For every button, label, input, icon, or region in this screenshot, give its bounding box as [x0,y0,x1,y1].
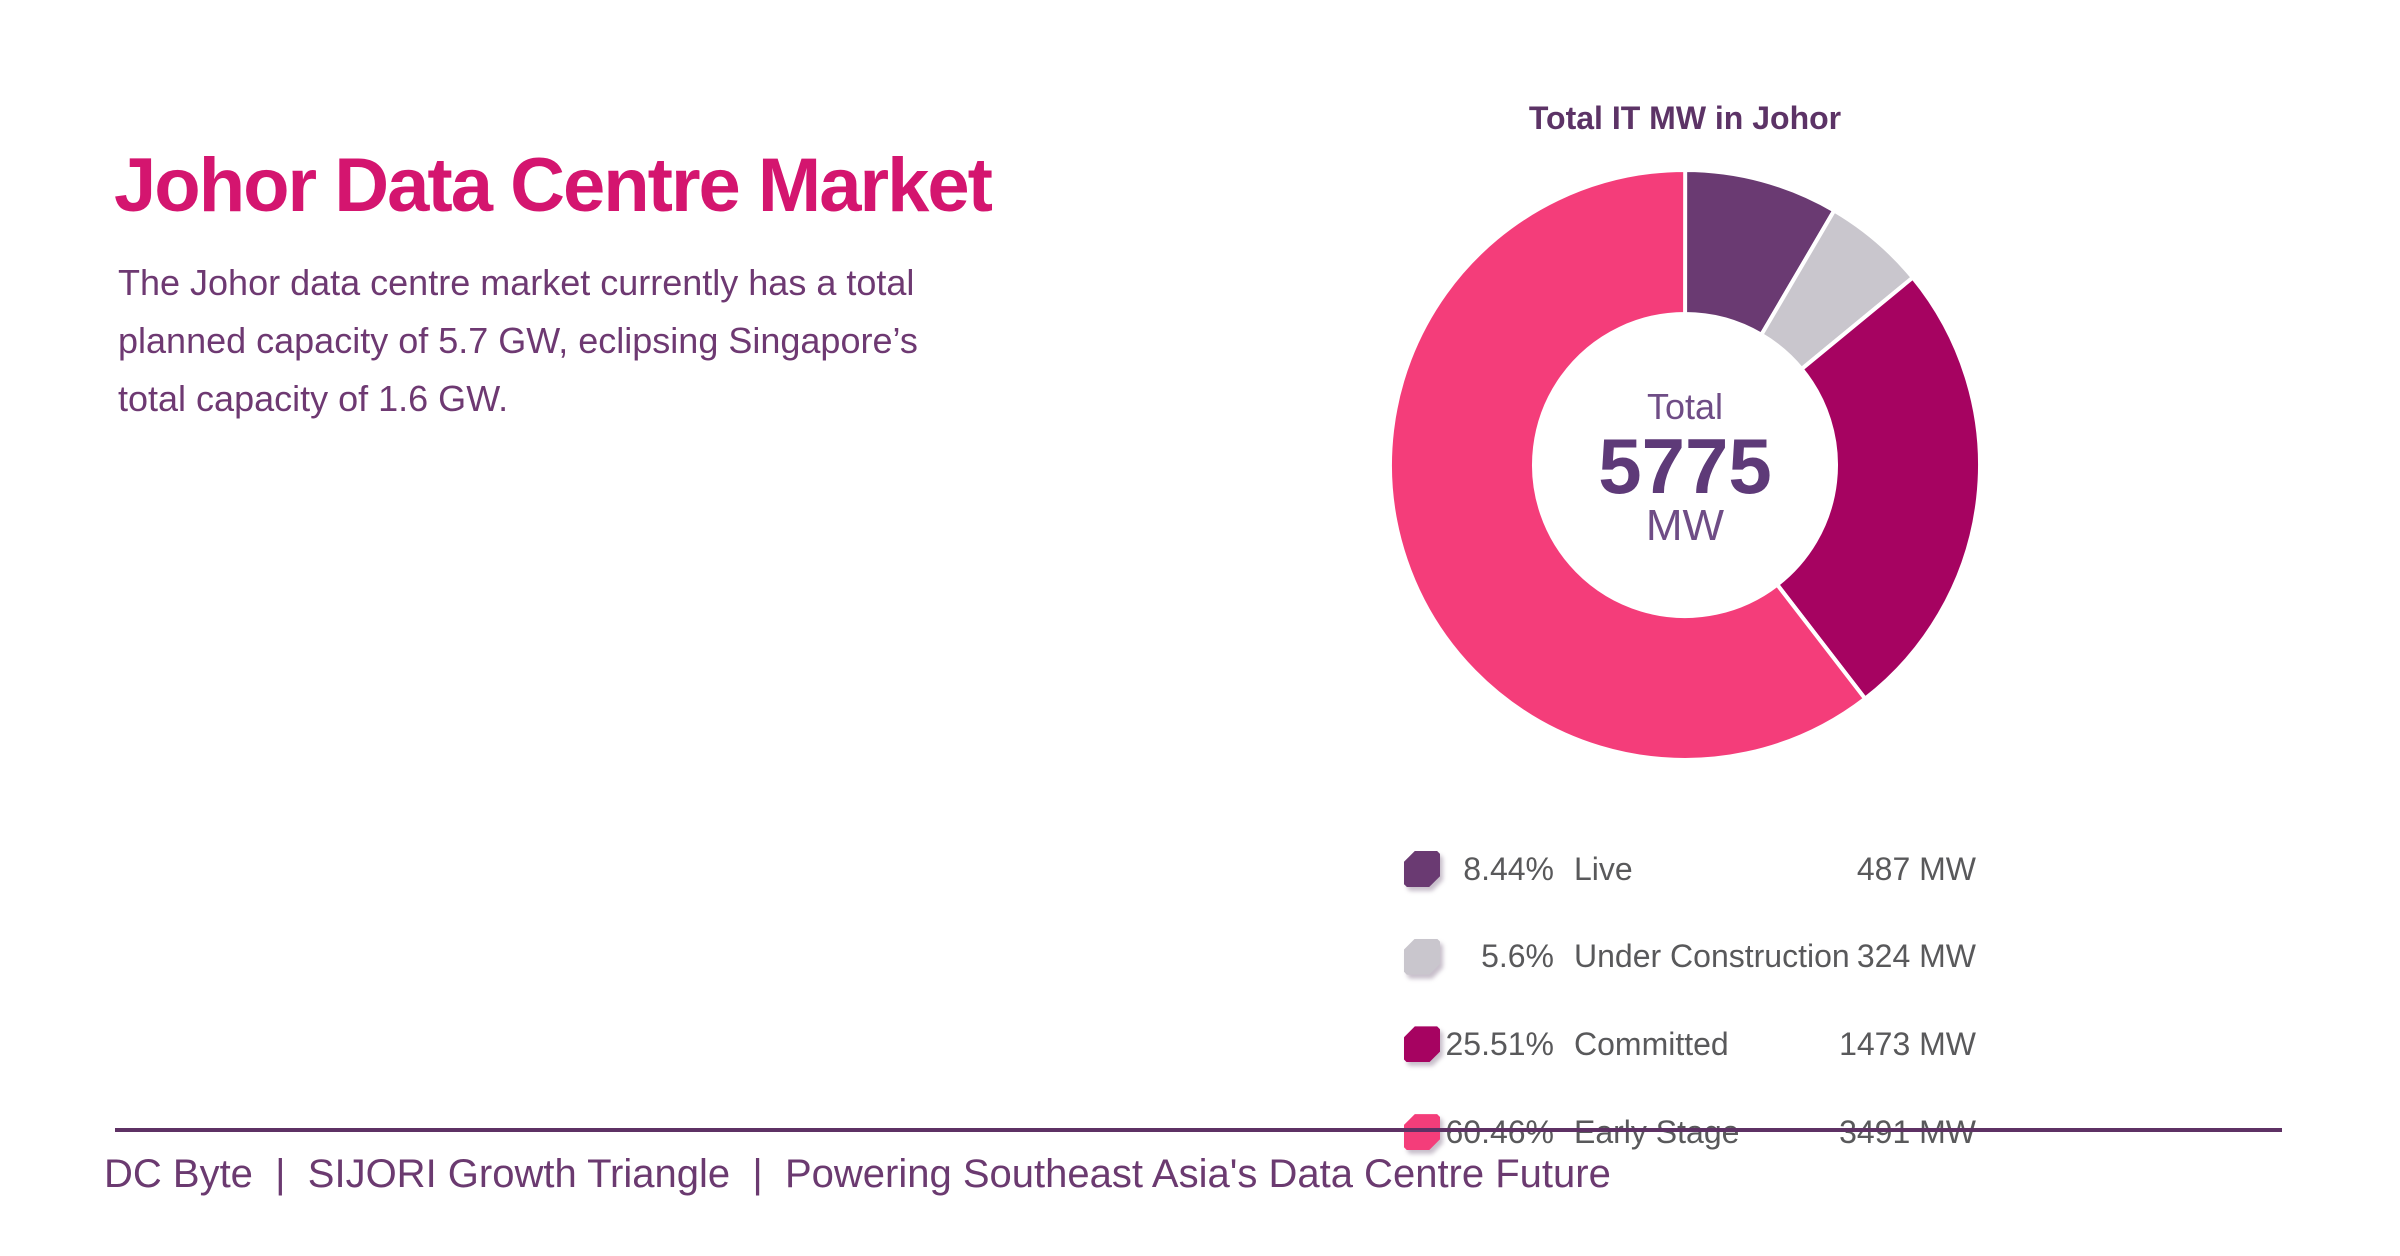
legend-label: Under Construction [1574,938,1850,975]
donut-center-value: 5775 [1598,422,1772,510]
donut-chart: Total 5775 MW [1365,145,2005,785]
donut-slice-early-stage [1388,167,1868,762]
intro-line: planned capacity of 5.7 GW, eclipsing Si… [118,320,918,361]
legend-percent: 5.6% [1481,938,1554,975]
legend-value: 3491 MW [1839,1114,1976,1151]
donut-center-unit: MW [1645,501,1725,550]
legend-swatch-under-construction-icon [1404,938,1440,975]
legend-swatch-committed-icon [1404,1026,1440,1063]
legend-percent: 60.46% [1440,1114,1554,1151]
legend-value: 324 MW [1856,938,1976,975]
legend-label: Live [1574,850,1633,887]
footer-tagline: DC Byte | SIJORI Growth Triangle | Power… [104,1152,1611,1196]
legend-swatch-live-icon [1404,851,1440,887]
page-title: Johor Data Centre Market [114,143,993,228]
donut-slice-committed [1774,274,1982,702]
legend-percent: 25.51% [1445,1025,1554,1062]
intro-line: The Johor data centre market currently h… [118,262,915,303]
donut-center-label: Total [1646,386,1724,427]
legend-label: Committed [1574,1025,1729,1062]
intro-line: total capacity of 1.6 GW. [118,378,509,419]
legend-row-committed: 25.51% Committed 1473 MW [1404,1025,1976,1063]
footer-divider [115,1128,2282,1132]
legend-label: Early Stage [1554,1114,1839,1151]
donut-svg [1388,167,1982,762]
legend-row-early-stage: 60.46%Early Stage3491 MW [1404,1114,1976,1151]
chart-title: Total IT MW in Johor [1528,100,1842,136]
legend-row-under-construction: 5.6% Under Construction 324 MW [1404,938,1976,975]
legend-value: 487 MW [1856,850,1976,887]
intro-paragraph: The Johor data centre market currently h… [118,254,918,428]
legend-percent: 8.44% [1463,850,1554,887]
legend-swatch-early-stage-icon [1404,1114,1440,1151]
legend-value: 1473 MW [1839,1025,1976,1062]
legend-row-live: 8.44% Live 487 MW [1404,851,1976,887]
